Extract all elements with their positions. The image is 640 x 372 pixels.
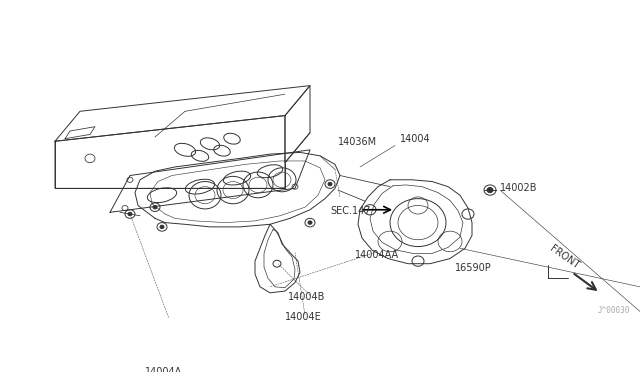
Circle shape	[160, 225, 164, 228]
Text: 14004AA: 14004AA	[355, 250, 399, 260]
Text: 14036M: 14036M	[338, 137, 377, 147]
Text: SEC.147: SEC.147	[330, 206, 371, 216]
Text: 16590P: 16590P	[455, 263, 492, 273]
Circle shape	[153, 205, 157, 209]
Circle shape	[328, 182, 332, 186]
Circle shape	[128, 212, 132, 216]
Text: 14004: 14004	[400, 134, 431, 144]
Text: 14004E: 14004E	[285, 312, 322, 322]
Text: FRONT: FRONT	[548, 243, 581, 270]
Circle shape	[487, 187, 493, 193]
Text: 14004A: 14004A	[145, 368, 182, 372]
Text: J^00030: J^00030	[598, 306, 630, 315]
Text: 14004B: 14004B	[288, 292, 325, 302]
Circle shape	[308, 221, 312, 224]
Text: 14002B: 14002B	[500, 183, 538, 193]
